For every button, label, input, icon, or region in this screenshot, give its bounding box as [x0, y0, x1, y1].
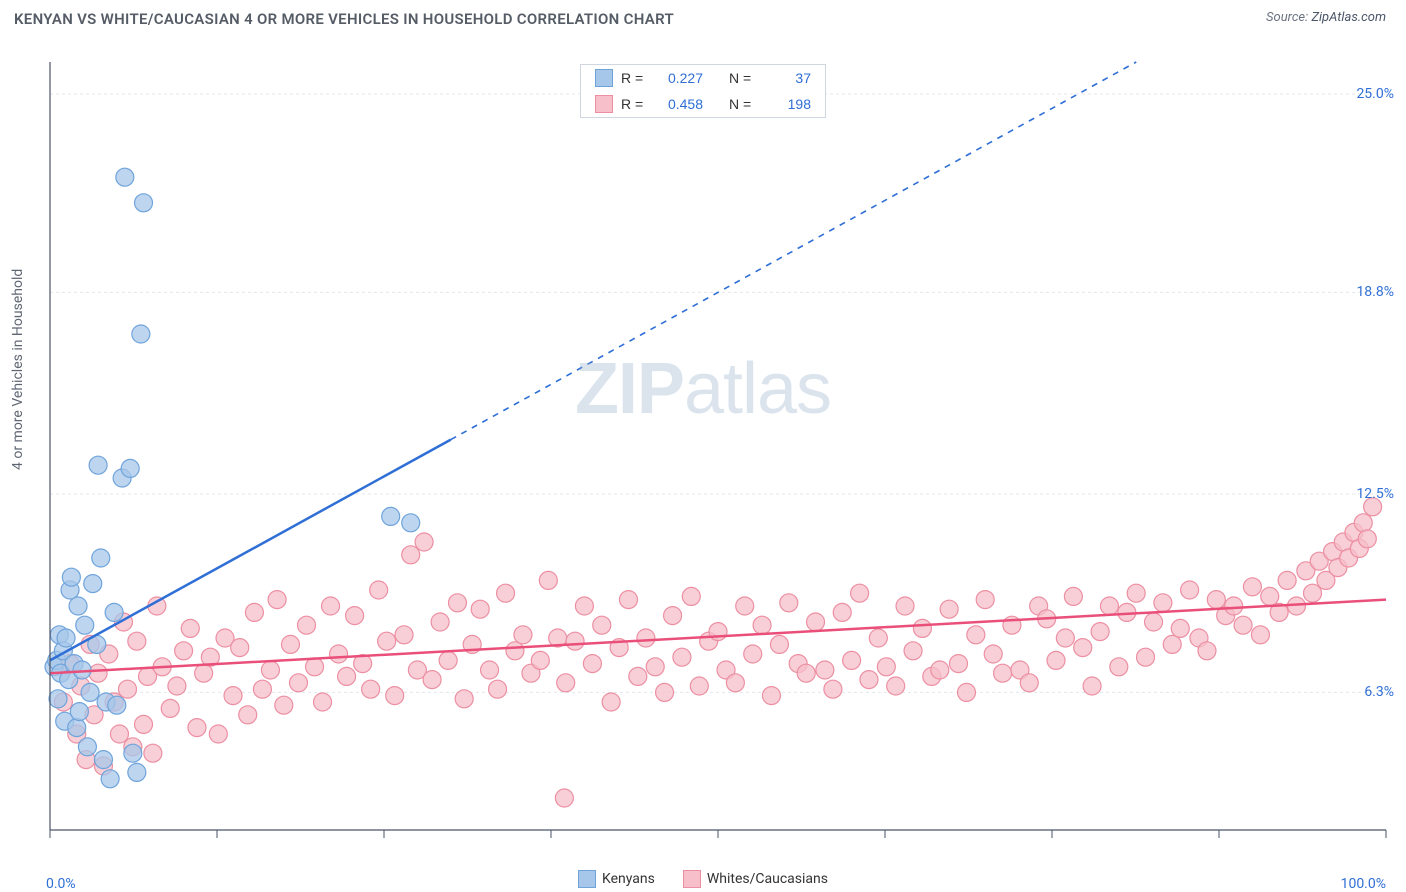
- y-tick-label: 12.5%: [1356, 486, 1394, 502]
- legend-row-whites: R = 0.458 N = 198: [581, 91, 825, 117]
- r-label: R =: [621, 96, 649, 112]
- n-label: N =: [729, 70, 757, 86]
- n-value-whites: 198: [765, 96, 811, 112]
- legend-item-kenyans: Kenyans: [578, 870, 655, 888]
- r-label: R =: [621, 70, 649, 86]
- swatch-whites: [595, 95, 613, 113]
- source-label: Source:: [1266, 10, 1311, 25]
- source-attribution: Source: ZipAtlas.com: [1266, 10, 1386, 25]
- x-max-label: 100.0%: [1341, 876, 1386, 892]
- legend-item-whites: Whites/Caucasians: [683, 870, 828, 888]
- n-label: N =: [729, 96, 757, 112]
- chart-header: KENYAN VS WHITE/CAUCASIAN 4 OR MORE VEHI…: [0, 0, 1406, 34]
- legend-stats-box: R = 0.227 N = 37 R = 0.458 N = 198: [580, 64, 826, 118]
- legend-label-kenyans: Kenyans: [602, 871, 655, 887]
- chart-title: KENYAN VS WHITE/CAUCASIAN 4 OR MORE VEHI…: [14, 10, 674, 28]
- y-tick-label: 25.0%: [1356, 86, 1394, 102]
- legend-bottom: Kenyans Whites/Caucasians: [578, 870, 828, 888]
- swatch-kenyans-icon: [578, 870, 596, 888]
- r-value-kenyans: 0.227: [657, 70, 703, 86]
- legend-row-kenyans: R = 0.227 N = 37: [581, 65, 825, 91]
- n-value-kenyans: 37: [765, 70, 811, 86]
- y-tick-label: 6.3%: [1364, 684, 1394, 700]
- scatter-plot-svg: [0, 40, 1406, 892]
- plot-area: 4 or more Vehicles in Household ZIPatlas…: [0, 40, 1406, 892]
- swatch-kenyans: [595, 69, 613, 87]
- x-min-label: 0.0%: [46, 876, 76, 892]
- swatch-whites-icon: [683, 870, 701, 888]
- y-tick-label: 18.8%: [1356, 284, 1394, 300]
- r-value-whites: 0.458: [657, 96, 703, 112]
- legend-label-whites: Whites/Caucasians: [707, 871, 828, 887]
- source-name: ZipAtlas.com: [1311, 10, 1386, 25]
